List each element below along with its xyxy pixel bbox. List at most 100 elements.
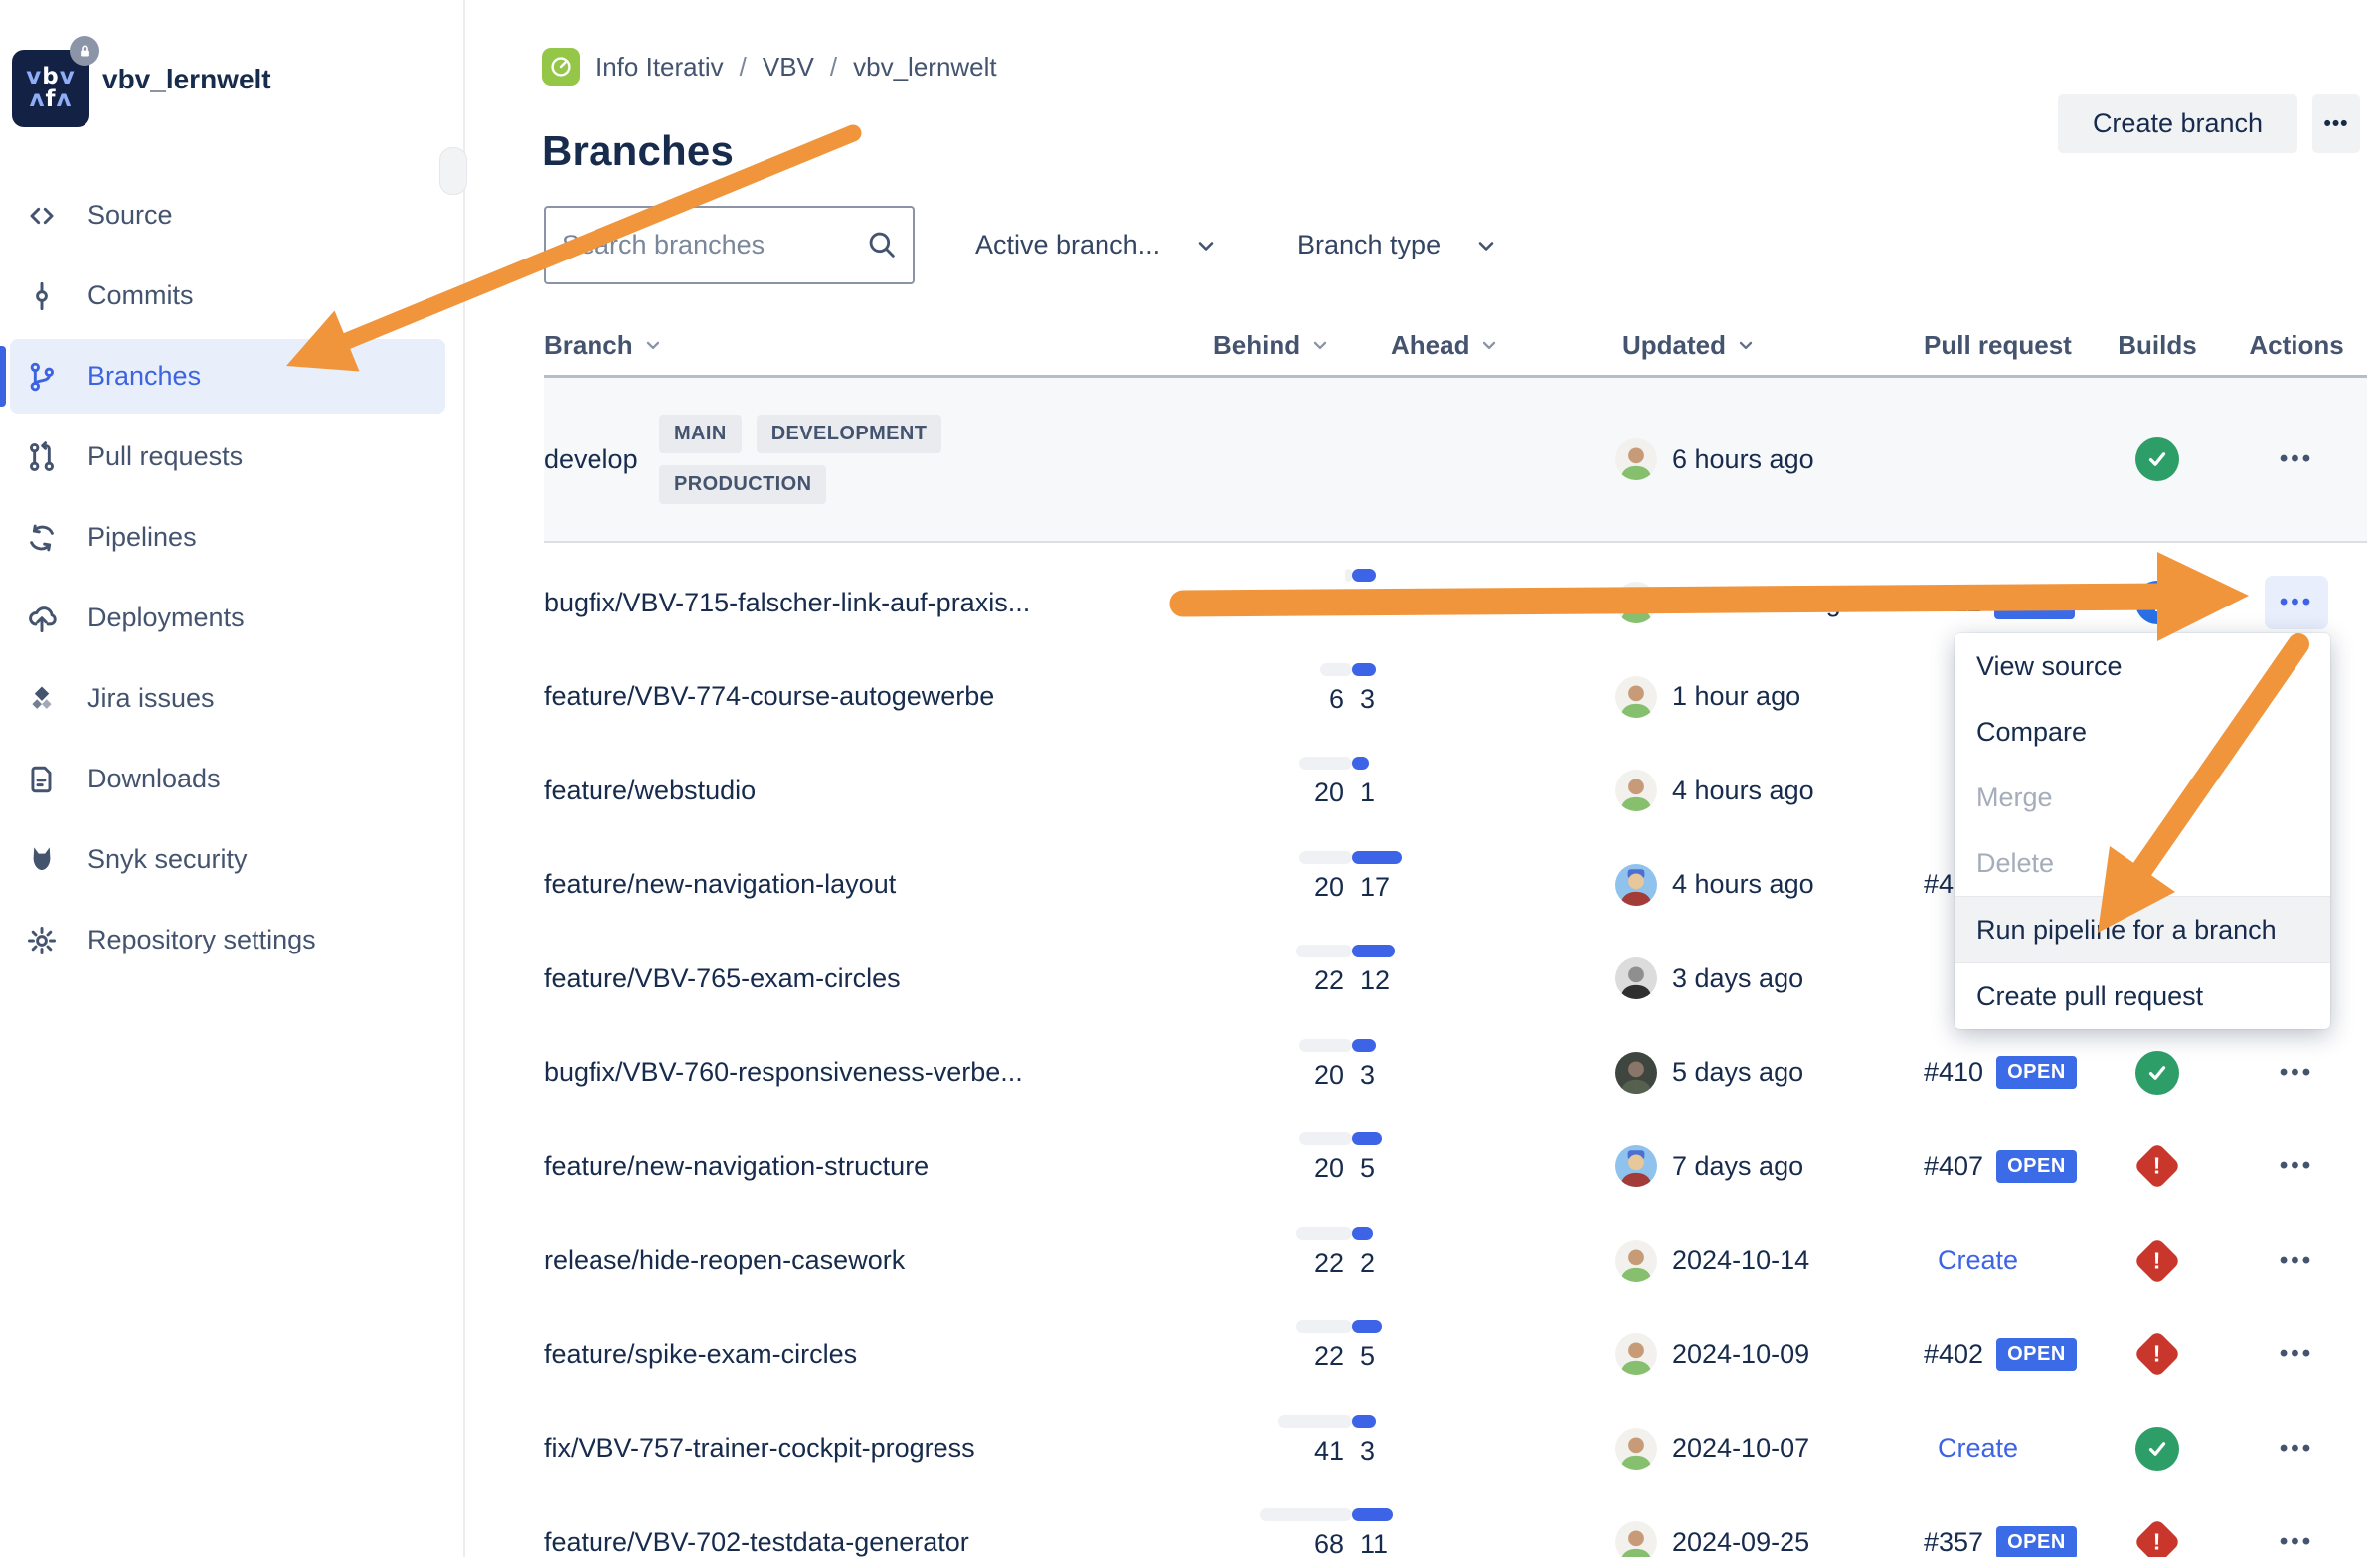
ahead-bar [1352,757,1369,771]
build-success-icon[interactable] [2135,1050,2179,1095]
sidebar-item-source[interactable]: Source [0,175,463,256]
behind-count: 41 [1313,1435,1344,1466]
pull-requests-icon [26,440,58,473]
branch-type-filter[interactable]: Branch type [1291,206,1504,284]
updated-cell: 2024-10-07 [1615,1402,1809,1496]
pull-request-link[interactable]: #407 [1924,1150,1984,1181]
ahead-bar [1352,1414,1376,1428]
updated-text: 2024-09-25 [1672,1526,1810,1557]
sidebar-collapse-handle[interactable] [439,147,467,195]
behind-bar [1278,1414,1352,1428]
sidebar-item-snyk-security[interactable]: Snyk security [0,819,463,900]
branch-link[interactable]: bugfix/VBV-760-responsiveness-verbe... [544,1057,1023,1088]
branch-link[interactable]: feature/new-navigation-structure [544,1150,930,1181]
sidebar-item-jira-issues[interactable]: Jira issues [0,658,463,739]
behind-count: 20 [1313,871,1344,902]
build-failed-icon[interactable]: ! [2132,1236,2182,1285]
column-header-behind[interactable]: Behind [1213,328,1330,362]
row-actions-button[interactable]: ••• [2279,1058,2314,1086]
column-header-branch[interactable]: Branch [544,328,663,362]
ahead-bar [1352,1320,1382,1334]
breadcrumb-link[interactable]: vbv_lernwelt [853,51,997,82]
branch-link[interactable]: bugfix/VBV-715-falscher-link-auf-praxis.… [544,587,1031,617]
row-actions-button[interactable]: ••• [2279,1340,2314,1368]
actions-cell: ••• [2227,1495,2366,1557]
build-failed-icon[interactable]: ! [2132,1518,2182,1557]
branch-link[interactable]: feature/VBV-702-testdata-generator [544,1526,969,1557]
sidebar-item-pipelines[interactable]: Pipelines [0,497,463,578]
menu-item-view-source[interactable]: View source [1976,650,2123,681]
pull-request-link[interactable]: #357 [1924,1526,1984,1557]
branch-link[interactable]: feature/VBV-765-exam-circles [544,962,901,993]
table-row: fix/VBV-757-trainer-cockpit-progress 41 … [544,1402,2367,1496]
build-inprogress-icon[interactable]: ! [2135,581,2179,625]
env-badge: PRODUCTION [659,465,827,504]
avatar [1615,1051,1657,1094]
build-failed-icon[interactable]: ! [2132,1142,2182,1191]
sidebar-item-downloads[interactable]: Downloads [0,739,463,819]
row-actions-button[interactable]: ••• [2279,1152,2314,1180]
build-success-icon[interactable] [2135,437,2179,481]
breadcrumb-link[interactable]: Info Iterativ [595,51,724,82]
menu-item-compare[interactable]: Compare [1976,716,2088,747]
row-actions-button[interactable]: ••• [2279,1246,2314,1274]
column-header-pull-request: Pull request [1924,329,2072,360]
branch-link[interactable]: feature/new-navigation-layout [544,869,897,900]
search-input[interactable] [544,206,915,284]
column-header-ahead[interactable]: Ahead [1391,328,1499,362]
build-failed-icon[interactable]: ! [2132,1330,2182,1379]
branch-link[interactable]: develop [544,443,638,474]
sidebar-item-commits[interactable]: Commits [0,256,463,336]
breadcrumb-links: Info Iterativ / VBV / vbv_lernwelt [595,52,997,83]
create-branch-button[interactable]: Create branch [2058,94,2297,153]
branch-link[interactable]: feature/webstudio [544,775,757,805]
behind-ahead-cell: 0 3 [1233,556,1491,650]
branch-link[interactable]: release/hide-reopen-casework [544,1245,906,1276]
branch-link[interactable]: fix/VBV-757-trainer-cockpit-progress [544,1433,975,1464]
pull-request-link[interactable]: #402 [1924,1338,1984,1369]
sidebar-item-pull-requests[interactable]: Pull requests [0,417,463,497]
sidebar-item-repository-settings[interactable]: Repository settings [0,900,463,980]
build-success-icon[interactable] [2135,1426,2179,1470]
env-badge: MAIN [659,415,742,453]
updated-text: 2024-10-14 [1672,1245,1810,1276]
behind-count: 22 [1313,1341,1344,1372]
repo-name: vbv_lernwelt [102,64,271,94]
lock-icon [70,36,99,66]
row-actions-button[interactable]: ••• [2279,1434,2314,1462]
avatar [1615,863,1657,906]
header-more-button[interactable]: ••• [2312,94,2360,153]
behind-count: 22 [1313,1247,1344,1278]
actions-cell: ••• [2227,1307,2366,1402]
menu-item-run-pipeline-for-a-branch[interactable]: Run pipeline for a branch [1955,896,2330,963]
sidebar-item-branches[interactable]: Branches [0,336,463,417]
branch-link[interactable]: feature/spike-exam-circles [544,1338,858,1369]
create-pull-request-link[interactable]: Create [1938,1433,2019,1464]
sidebar-item-deployments[interactable]: Deployments [0,578,463,658]
behind-ahead-cell: 20 3 [1233,1026,1491,1121]
behind-ahead-cell: 22 5 [1233,1307,1491,1402]
pull-request-cell: Create [1924,1402,2182,1496]
active-branches-filter[interactable]: Active branch... [969,206,1224,284]
ahead-count: 17 [1360,871,1391,902]
table-row: bugfix/VBV-760-responsiveness-verbe... 2… [544,1026,2367,1121]
branch-env-badges: MAIN DEVELOPMENT PRODUCTION [659,378,942,541]
menu-item-create-pull-request[interactable]: Create pull request [1976,980,2204,1011]
actions-cell: ••• [2227,1402,2366,1496]
row-actions-button[interactable]: ••• [2279,1528,2314,1556]
updated-cell: 4 hours ago [1615,838,1814,933]
branch-link[interactable]: feature/VBV-774-course-autogewerbe [544,681,995,712]
pull-request-link[interactable]: #411 [1924,587,1982,617]
deployments-icon [26,603,58,634]
row-actions-button[interactable]: ••• [2279,445,2314,472]
column-header-updated[interactable]: Updated [1622,328,1756,362]
pull-request-cell: #410 OPEN [1924,1026,2182,1121]
create-pull-request-link[interactable]: Create [1938,1245,2019,1276]
page-title: Branches [542,127,735,175]
pull-request-link[interactable]: #4 [1924,869,1955,900]
row-actions-button-active[interactable]: ••• [2265,576,2328,630]
breadcrumb-link[interactable]: VBV [762,51,814,82]
pull-request-link[interactable]: #410 [1924,1057,1984,1088]
ahead-count: 1 [1360,778,1376,808]
ahead-count: 3 [1360,1435,1376,1466]
